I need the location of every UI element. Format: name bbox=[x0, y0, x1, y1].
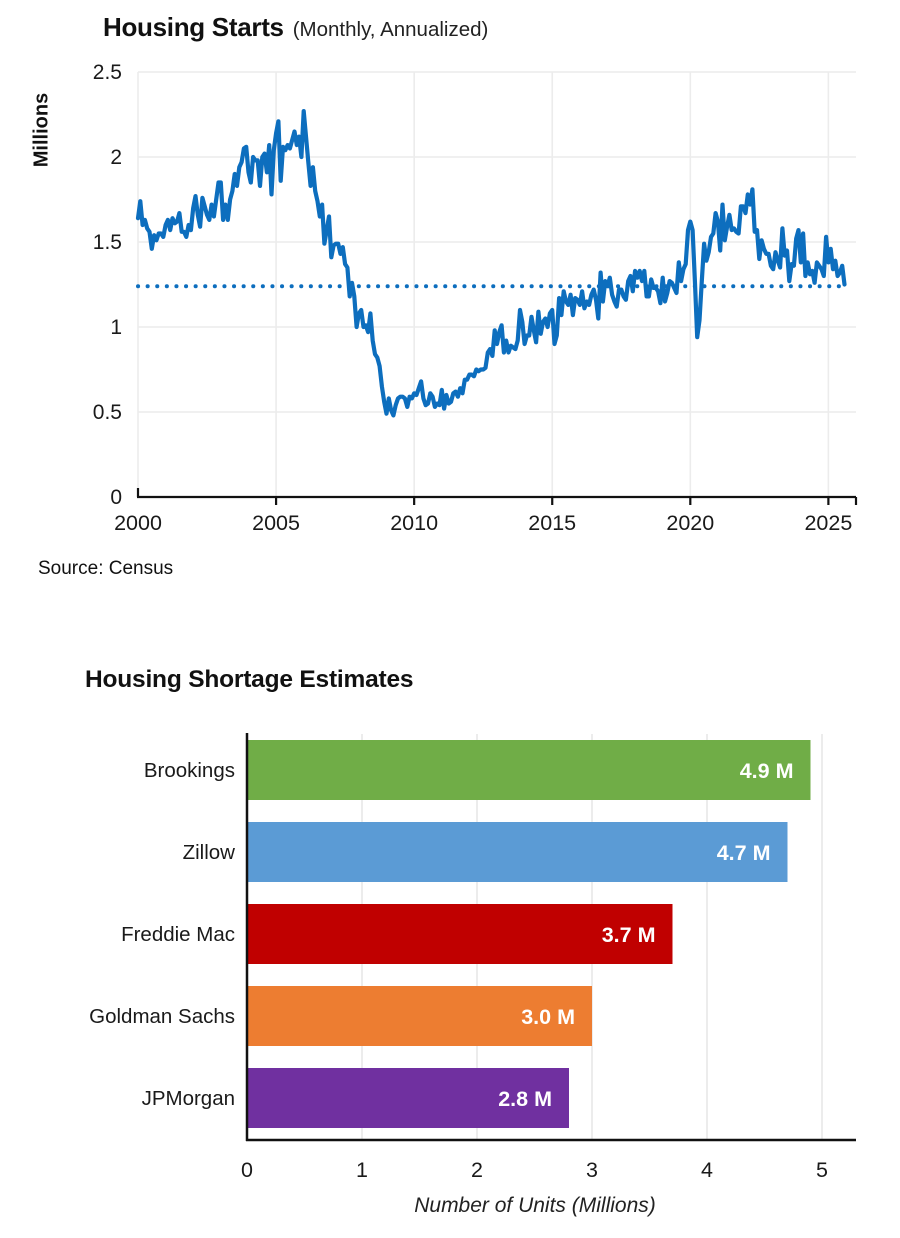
x-tick-label: 2 bbox=[471, 1158, 483, 1182]
line-chart-title-row: Housing Starts (Monthly, Annualized) bbox=[103, 12, 488, 43]
bar-value-label: 3.0 M bbox=[521, 1005, 575, 1029]
bar-zillow bbox=[248, 822, 788, 882]
bar-value-label: 4.9 M bbox=[740, 759, 794, 783]
bar-goldman-sachs bbox=[248, 986, 592, 1046]
housing-starts-line bbox=[135, 108, 847, 418]
line-chart-y-axis-label: Millions bbox=[30, 92, 53, 168]
bar-chart-x-axis-label: Number of Units (Millions) bbox=[414, 1194, 656, 1217]
y-tick-label: 1.5 bbox=[93, 231, 122, 254]
y-tick-label: 0 bbox=[110, 486, 122, 509]
y-tick-label: 2.5 bbox=[93, 61, 122, 84]
bar-category-label: Goldman Sachs bbox=[89, 1005, 235, 1028]
source-note: Source: Census bbox=[38, 558, 174, 579]
bar-category-label: Zillow bbox=[183, 841, 236, 864]
x-tick-label: 4 bbox=[701, 1158, 713, 1182]
x-tick-label: 2025 bbox=[804, 511, 852, 535]
bar-brookings bbox=[248, 740, 811, 800]
y-tick-label: 1 bbox=[110, 316, 122, 339]
x-tick-label: 5 bbox=[816, 1158, 828, 1182]
bar-category-label: Brookings bbox=[144, 759, 235, 782]
bar-category-label: Freddie Mac bbox=[121, 923, 235, 946]
bar-chart-title: Housing Shortage Estimates bbox=[85, 666, 414, 693]
x-tick-label: 2010 bbox=[390, 511, 438, 535]
bar-category-label: JPMorgan bbox=[142, 1087, 235, 1110]
bar-value-label: 3.7 M bbox=[602, 923, 656, 947]
x-tick-label: 3 bbox=[586, 1158, 598, 1182]
x-tick-label: 0 bbox=[241, 1158, 253, 1182]
x-tick-label: 2020 bbox=[666, 511, 714, 535]
x-tick-label: 2000 bbox=[114, 511, 162, 535]
bar-freddie-mac bbox=[248, 904, 673, 964]
y-tick-label: 0.5 bbox=[93, 401, 122, 424]
line-chart-title: Housing Starts bbox=[103, 12, 284, 42]
y-tick-label: 2 bbox=[110, 146, 122, 169]
bar-value-label: 4.7 M bbox=[717, 841, 771, 865]
x-tick-label: 1 bbox=[356, 1158, 368, 1182]
x-tick-label: 2015 bbox=[528, 511, 576, 535]
line-chart-subtitle: (Monthly, Annualized) bbox=[292, 18, 489, 41]
bar-value-label: 2.8 M bbox=[498, 1087, 552, 1111]
bar-jpmorgan bbox=[248, 1068, 569, 1128]
x-tick-label: 2005 bbox=[252, 511, 300, 535]
